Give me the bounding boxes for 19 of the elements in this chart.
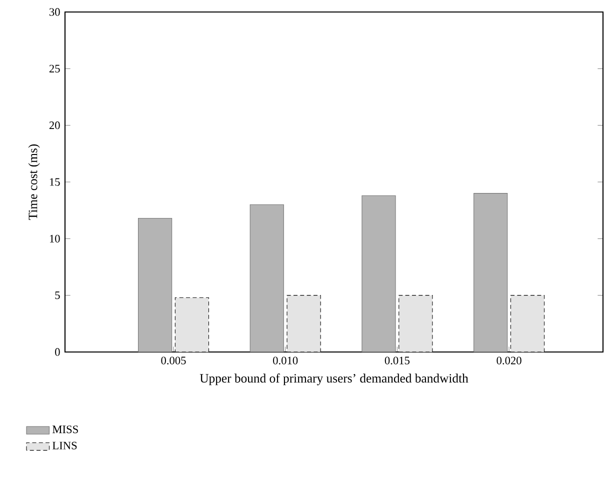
x-tick-label: 0.015 [384,356,410,364]
y-tick-label: 20 [49,122,60,130]
y-tick-label: 5 [55,292,60,300]
legend-label: LINS [52,442,77,450]
x-axis-title: Upper bound of primary users’ demanded bandwidth [200,374,468,386]
bar [250,204,284,352]
y-tick-label: 10 [50,234,60,242]
legend-label: MISS [52,426,78,434]
y-tick-label: 0 [55,348,60,356]
y-tick-label: 30 [50,8,60,16]
x-tick-label: 0.020 [496,356,522,364]
x-tick-label: 0.005 [161,356,186,364]
bar [362,195,396,352]
bar [474,193,508,352]
x-tick-label: 0.010 [273,356,298,364]
y-tick-label: 15 [50,178,60,186]
bar [138,218,172,352]
y-tick-label: 25 [49,64,60,72]
y-axis-title: Time cost (ms) [28,144,40,220]
